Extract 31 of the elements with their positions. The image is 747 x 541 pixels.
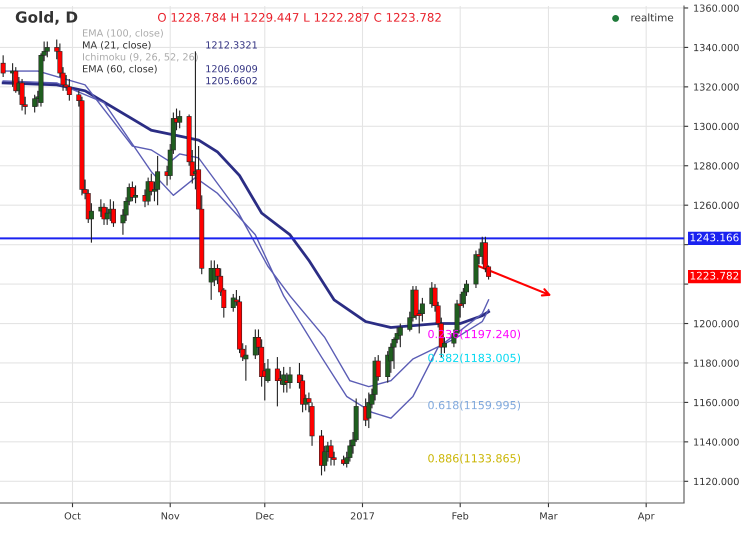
y-tick-label: 1340.000 bbox=[694, 44, 739, 52]
y-tick-label: 1360.000 bbox=[694, 4, 739, 12]
annotation: realtime bbox=[631, 13, 674, 22]
x-tick-label: Apr bbox=[638, 512, 655, 522]
annotation: 1205.6602 bbox=[206, 77, 257, 84]
annotation: 1206.0909 bbox=[206, 65, 258, 72]
y-tick-label: 1140.000 bbox=[694, 438, 739, 446]
annotation: MA (21, close) bbox=[83, 41, 151, 50]
ref-line-label: 1243.166 bbox=[690, 234, 739, 242]
annotation: 0.618(1159.995) bbox=[428, 400, 520, 411]
annotation: 0.886(1133.865) bbox=[428, 454, 520, 464]
y-tick-label: 1120.000 bbox=[694, 478, 739, 486]
x-tick-label: Nov bbox=[162, 512, 180, 520]
y-tick-label: 1160.000 bbox=[694, 398, 739, 406]
y-tick-label: 1300.000 bbox=[694, 122, 739, 130]
annotation: O 1228.784 H 1229.447 L 1222.287 C 1223.782 bbox=[158, 12, 441, 22]
x-tick-label: Mar bbox=[540, 512, 558, 520]
x-tick-label: Dec bbox=[256, 512, 274, 520]
x-tick-label: 2017 bbox=[350, 512, 374, 520]
annotation: 1212.3321 bbox=[206, 41, 257, 49]
text: 1223.782 bbox=[690, 272, 738, 280]
y-tick-label: 1180.000 bbox=[694, 359, 739, 367]
y-tick-label: 1200.000 bbox=[694, 320, 739, 328]
x-tick-label: Oct bbox=[64, 512, 81, 520]
y-tick-label: 1260.000 bbox=[694, 202, 739, 210]
chart-title: Gold, D bbox=[16, 11, 78, 25]
annotation: EMA (100, close) bbox=[83, 29, 163, 38]
x-tick-label: Feb bbox=[452, 512, 468, 520]
y-tick-label: 1280.000 bbox=[694, 162, 739, 170]
y-tick-label: 1320.000 bbox=[694, 83, 739, 91]
annotation: EMA (60, close) bbox=[83, 64, 157, 74]
